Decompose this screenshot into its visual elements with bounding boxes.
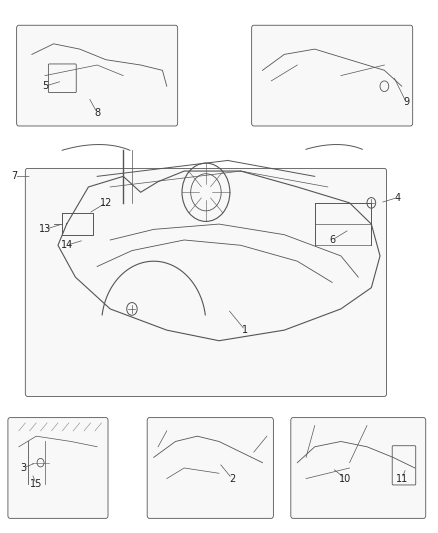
Text: 8: 8: [94, 108, 100, 118]
Text: 9: 9: [403, 97, 409, 107]
FancyBboxPatch shape: [8, 418, 108, 519]
Text: 12: 12: [100, 198, 112, 208]
Text: 11: 11: [396, 474, 408, 483]
FancyBboxPatch shape: [252, 25, 413, 126]
Text: 15: 15: [30, 479, 42, 489]
FancyBboxPatch shape: [147, 418, 273, 519]
Text: 13: 13: [39, 224, 51, 235]
Text: 2: 2: [229, 474, 235, 483]
Text: 4: 4: [394, 192, 400, 203]
Text: 6: 6: [329, 235, 335, 245]
Text: 14: 14: [60, 240, 73, 251]
Text: 5: 5: [42, 81, 48, 91]
FancyBboxPatch shape: [291, 418, 426, 519]
FancyBboxPatch shape: [25, 168, 387, 397]
Text: 3: 3: [20, 463, 26, 473]
FancyBboxPatch shape: [17, 25, 178, 126]
Text: 10: 10: [339, 474, 351, 483]
Text: 1: 1: [242, 325, 248, 335]
Text: 7: 7: [11, 172, 18, 181]
